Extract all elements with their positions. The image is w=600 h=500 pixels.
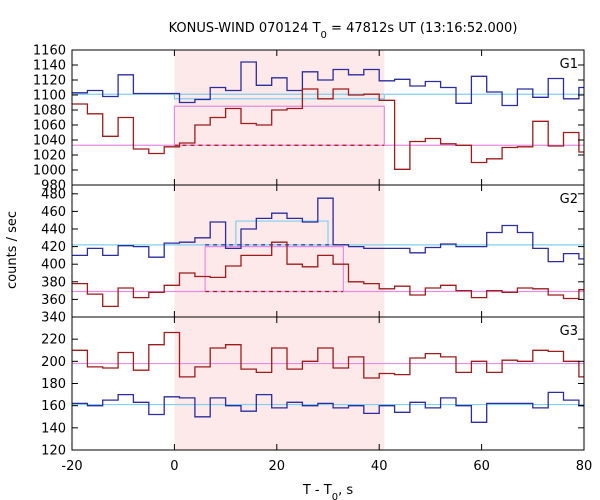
panel-g1-y-tick-label: 980 [41,179,66,194]
panel-g2-y-tick-label: 480 [41,187,66,202]
x-tick-label: 80 [576,459,593,474]
panel-g2 [72,197,584,308]
chart-title-rest: = 47812s UT (13:16:52.000) [327,21,517,36]
x-axis-label-rest: , s [338,483,353,498]
panel-g3-y-tick-label: 160 [41,399,66,414]
chart-title: KONUS-WIND 070124 T0 = 47812s UT (13:16:… [169,21,518,41]
panel-g3-y-tick-label: 140 [41,421,66,436]
x-axis-label-main: T - T [302,483,332,498]
highlight-region [174,50,385,450]
x-tick-label: 60 [473,459,490,474]
panel-g2-blue-fit [235,220,329,245]
panel-g3-red-series [72,331,584,379]
y-axis-label: counts / sec [5,211,20,289]
panel-g2-y-tick-label: 400 [41,258,66,273]
panel-g1-red-series [72,88,584,170]
panel-g1 [72,61,584,170]
panel-g2-label: G2 [560,192,578,207]
panel-g3-blue-series [72,391,584,423]
chart-title-main: KONUS-WIND 070124 T [169,21,321,36]
panel-g2-y-tick-label: 340 [41,311,66,326]
panel-g1-y-tick-label: 1160 [33,44,66,59]
panel-g1-y-tick-label: 1120 [33,74,66,89]
panel-g1-y-tick-label: 1000 [33,164,66,179]
panel-g1-red-fit [173,105,385,146]
panel-g1-y-tick-label: 1140 [33,59,66,74]
panel-g2-red-fit [204,246,344,292]
panel-g1-y-tick-label: 1040 [33,134,66,149]
panel-g3-y-tick-label: 200 [41,355,66,370]
panel-g1-label: G1 [560,57,578,72]
panel-g1-y-tick-label: 1020 [33,149,66,164]
panel-g3-label: G3 [560,324,578,339]
panel-g1-y-tick-label: 1060 [33,119,66,134]
panel-g3-y-tick-label: 220 [41,333,66,348]
panel-g3-y-tick-label: 180 [41,377,66,392]
panel-g1-y-tick-label: 1080 [33,104,66,119]
panel-g2-y-tick-label: 440 [41,223,66,238]
panel-g1-blue-series [72,61,584,107]
panel-g2-y-tick-label: 360 [41,293,66,308]
x-tick-label: 40 [371,459,388,474]
panel-g1-blue-fit [173,94,385,100]
panel-g2-blue-series [72,197,584,263]
x-tick-label: -20 [61,459,82,474]
x-tick-label: 20 [269,459,286,474]
x-axis-label: T - T0, s [302,483,353,500]
chart-title-subscript: 0 [321,30,327,41]
panel-g2-y-tick-label: 420 [41,240,66,255]
panel-g1-y-tick-label: 1100 [33,89,66,104]
x-tick-label: 0 [170,459,178,474]
panel-g3 [72,331,584,423]
panel-g2-red-series [72,241,584,308]
panel-g2-y-tick-label: 460 [41,205,66,220]
panel-g2-y-tick-label: 380 [41,275,66,290]
panel-g3-y-tick-label: 120 [41,444,66,459]
x-axis-label-subscript: 0 [332,492,338,500]
